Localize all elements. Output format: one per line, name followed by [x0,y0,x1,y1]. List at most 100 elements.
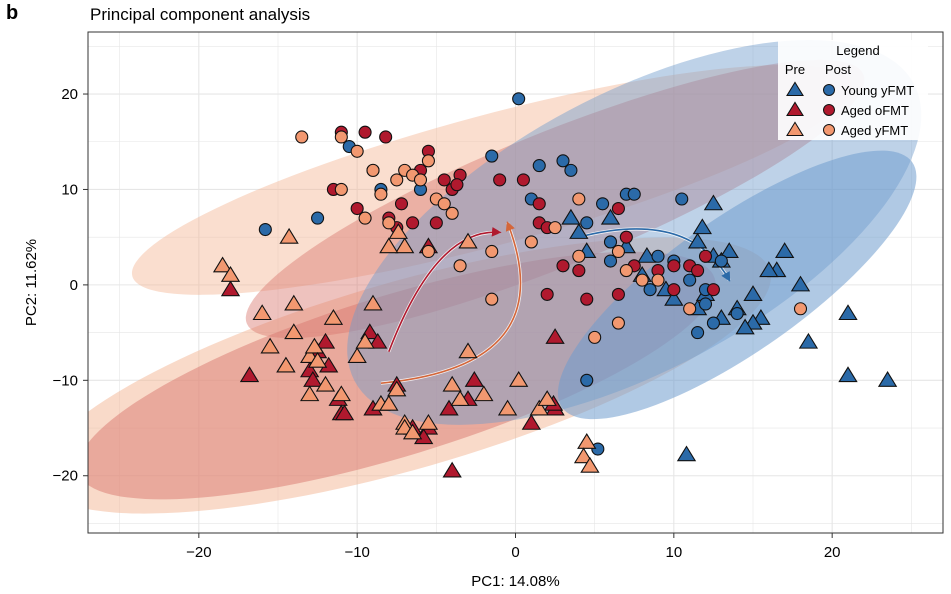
legend-col-post: Post [825,62,851,77]
y-tick-label: −20 [53,468,78,485]
ellipse-aged_yfmt-post [131,65,852,295]
point-young-post [698,297,713,311]
point-aged_yfmt-pre [284,323,304,340]
y-tick-label: 10 [61,181,78,198]
point-aged_yfmt-pre [315,375,336,392]
point-aged_ofmt-post [556,259,570,273]
point-aged_ofmt-post [667,283,681,297]
point-young-pre [743,285,763,301]
point-young-pre [664,289,684,306]
point-aged_yfmt-pre [379,394,399,411]
point-young-post [485,149,499,163]
y-tick-label: −10 [53,372,78,389]
point-aged_ofmt-pre [368,332,388,349]
point-young-pre [877,371,898,387]
point-aged_yfmt-pre [450,390,470,406]
arrow-aged_yfmt [380,221,522,384]
point-aged_yfmt-pre [212,256,233,273]
point-aged_ofmt-pre [439,399,459,416]
y-axis-title: PC2: 11.62% [23,239,40,326]
x-tick-label: 10 [665,544,682,561]
point-aged_yfmt-post [548,221,562,235]
point-aged_ofmt-pre [521,413,541,430]
point-young-post [532,159,546,173]
legend-marker-post-aged_ofmt [823,104,835,116]
point-aged_ofmt-post [450,178,464,192]
point-young-post [603,254,618,268]
point-young-post [651,249,665,263]
point-aged_yfmt-pre [474,385,494,402]
axis-ticks: −20 −10 0 10 20 −20 −10 0 10 20 [53,86,841,561]
point-aged_yfmt-post [485,292,499,306]
point-young-pre [676,445,697,462]
legend-label-aged_yfmt: Aged yFMT [841,123,908,138]
point-aged_yfmt-pre [347,347,367,363]
point-aged_yfmt-post [350,144,364,158]
point-aged_yfmt-post [453,259,467,273]
point-aged_ofmt-post [532,197,546,211]
point-young-post [580,373,594,387]
point-young-pre [798,332,819,349]
point-young-pre [775,242,795,259]
point-aged_ofmt-pre [220,280,241,297]
legend-marker-pre-aged_yfmt [786,121,804,137]
legend-marker-pre-young [786,81,804,97]
point-aged_yfmt-post [437,197,451,211]
point-aged_yfmt-pre [580,456,600,473]
legend-marker-post-young [823,84,835,96]
point-aged_yfmt-pre [395,237,415,254]
point-young-pre [790,275,811,292]
point-aged_yfmt-pre [279,227,299,244]
point-aged_yfmt-pre [304,337,325,354]
point-young-post [311,211,325,225]
ellipse-young-post [347,39,922,425]
ellipse-aged_ofmt-pre [88,251,716,500]
point-young-post [580,216,594,230]
point-young-post [730,306,744,321]
point-aged_yfmt-post [611,316,625,330]
legend-col-pre: Pre [785,62,805,77]
point-aged_yfmt-post [619,264,633,278]
point-aged_ofmt-post [516,173,530,187]
point-young-pre [637,246,657,263]
point-aged_ofmt-post [429,216,443,230]
point-aged_yfmt-pre [573,447,594,464]
point-aged_yfmt-pre [379,237,399,254]
point-young-post [714,254,728,268]
point-aged_yfmt-pre [577,433,597,449]
legend-entries: Young yFMT Aged oFMT Aged yFMT [786,81,914,138]
point-young-pre [838,304,858,321]
point-young-post [512,92,526,106]
point-aged_ofmt-post [406,216,420,230]
point-young-pre [759,261,779,278]
point-aged_ofmt-post [691,264,705,278]
point-young-pre [719,242,739,259]
point-aged_yfmt-post [358,211,372,225]
point-aged_yfmt-post [334,130,348,144]
point-aged_yfmt-pre [220,266,241,282]
point-aged_yfmt-pre [442,375,462,392]
point-aged_yfmt-pre [260,337,280,354]
point-aged_ofmt-post [667,259,681,273]
point-aged_ofmt-pre [442,461,462,478]
point-aged_yfmt-pre [276,356,296,373]
point-aged_yfmt-post [651,273,665,287]
point-aged_yfmt-post [421,154,435,168]
point-aged_ofmt-pre [303,371,323,387]
point-aged_yfmt-post [588,330,602,344]
point-aged_yfmt-pre [355,332,375,349]
point-aged_ofmt-post [540,287,554,301]
point-aged_yfmt-pre [300,385,320,402]
legend-title: Legend [836,43,879,58]
point-aged_yfmt-pre [387,380,407,397]
point-aged_ofmt-post [706,283,720,297]
legend-marker-post-aged_yfmt [823,124,835,136]
point-aged_yfmt-pre [388,223,408,239]
point-aged_yfmt-post [635,273,649,287]
point-young-post [564,163,578,177]
point-aged_ofmt-pre [239,366,260,383]
point-aged_ofmt-post [580,292,594,306]
legend-marker-pre-aged_ofmt [786,101,804,117]
point-aged_yfmt-pre [458,232,478,249]
legend-label-young: Young yFMT [841,83,914,98]
